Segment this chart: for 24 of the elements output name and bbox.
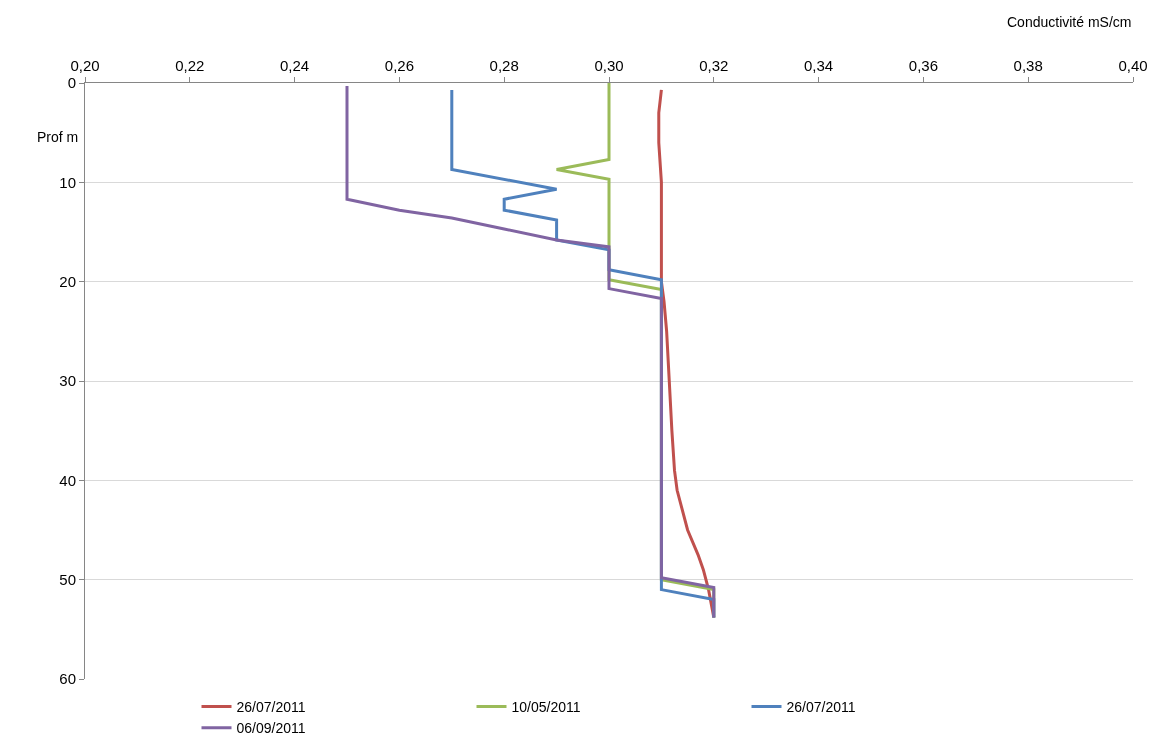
y-tick-label: 20: [59, 272, 76, 290]
x-tick-label: 0,24: [280, 57, 310, 74]
x-tick-label: 0,36: [908, 57, 938, 74]
x-tick-label: 0,38: [1013, 57, 1043, 74]
legend-label: 26/07/2011: [236, 698, 306, 715]
x-tick-label: 0,20: [70, 57, 100, 74]
x-tick-label: 0,40: [1118, 57, 1148, 74]
y-tick-label: 10: [59, 173, 76, 191]
y-tick-label: 30: [59, 372, 76, 390]
y-tick-label: 40: [59, 471, 76, 489]
x-tick-label: 0,32: [699, 57, 729, 74]
x-axis-title: Conductivité mS/cm: [1007, 14, 1132, 30]
x-tick-label: 0,26: [384, 57, 414, 74]
legend-label: 10/05/2011: [511, 698, 581, 715]
y-axis-title: Prof m: [37, 129, 79, 145]
y-tick-label: 60: [59, 670, 76, 688]
x-tick-label: 0,30: [594, 57, 624, 74]
legend-label: 06/09/2011: [236, 720, 306, 737]
y-tick-label: 50: [59, 570, 76, 588]
x-tick-label: 0,34: [804, 57, 834, 74]
legend-label: 26/07/2011: [786, 698, 856, 715]
x-tick-label: 0,28: [489, 57, 519, 74]
x-tick-label: 0,22: [175, 57, 205, 74]
y-tick-label: 0: [67, 74, 76, 92]
